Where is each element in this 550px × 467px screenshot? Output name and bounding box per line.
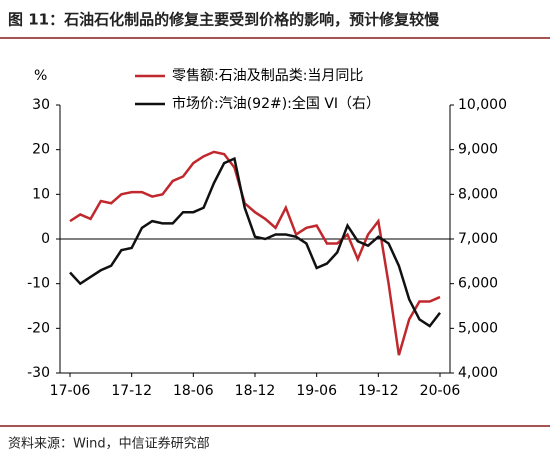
x-tick-label: 17-12 [111, 383, 152, 399]
chart-title: 图 11：石油石化制品的修复主要受到价格的影响，预计修复较慢 [8, 11, 440, 29]
y2-tick-label: 6,000 [458, 276, 498, 292]
series-line [69, 156, 441, 328]
y-tick-label: -30 [27, 365, 50, 381]
x-tick-label: 19-06 [296, 383, 337, 399]
legend-label: 市场价:汽油(92#):全国 VI（右） [172, 95, 380, 112]
x-tick-label: 20-06 [420, 383, 461, 399]
series-line [69, 150, 441, 356]
y-tick-label: 0 [41, 231, 50, 247]
y-tick-label: 30 [32, 97, 50, 113]
y-tick-label: -20 [27, 320, 50, 336]
y2-tick-label: 9,000 [458, 142, 498, 158]
y-tick-label: 10 [32, 186, 50, 202]
y2-tick-label: 8,000 [458, 186, 498, 202]
y-tick-label: -10 [27, 276, 50, 292]
y-axis-label: % [34, 68, 47, 84]
y-tick-label: 20 [32, 142, 50, 158]
x-tick-label: 18-06 [173, 383, 214, 399]
y2-tick-label: 10,000 [458, 97, 507, 113]
legend-label: 零售额:石油及制品类:当月同比 [172, 68, 363, 84]
y2-tick-label: 7,000 [458, 231, 498, 247]
x-tick-label: 19-12 [358, 383, 399, 399]
x-tick-label: 18-12 [235, 383, 276, 399]
x-tick-label: 17-06 [50, 383, 91, 399]
y2-tick-label: 5,000 [458, 320, 498, 336]
source: 资料来源：Wind，中信证券研究部 [8, 436, 210, 452]
y2-tick-label: 4,000 [458, 365, 498, 381]
